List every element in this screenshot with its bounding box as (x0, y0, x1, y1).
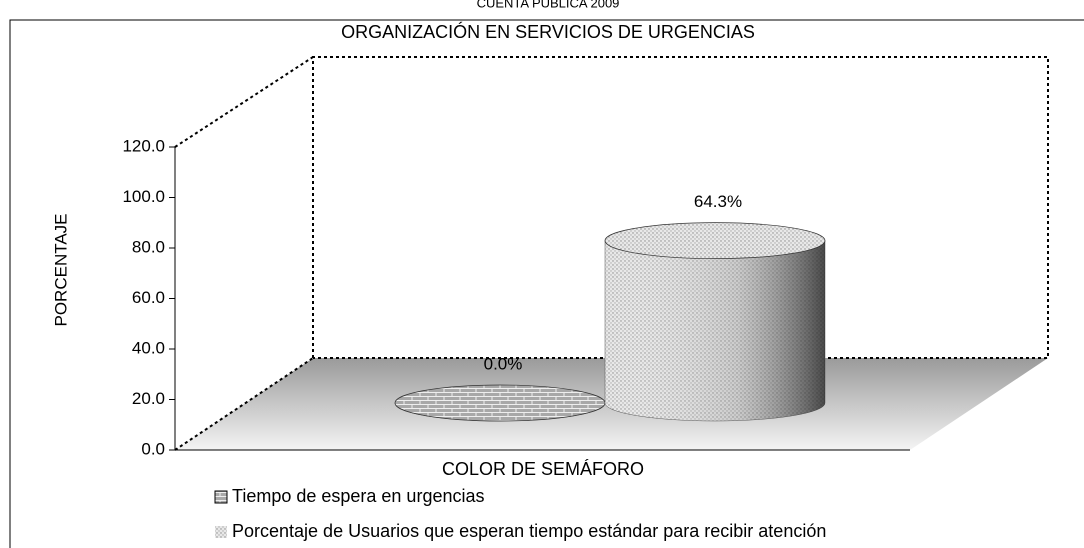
y-tick-label: 0.0 (141, 439, 165, 458)
y-axis-label: PORCENTAJE (51, 213, 70, 326)
value-label: 64.3% (694, 192, 742, 211)
chart-subtitle: CUENTA PÚBLICA 2009 (477, 0, 620, 10)
cylinder-shade (605, 240, 825, 421)
cylinder (394, 384, 606, 422)
legend-swatch (215, 526, 227, 538)
cylinder-top (604, 222, 826, 259)
y-tick-label: 80.0 (132, 237, 165, 256)
y-tick-label: 60.0 (132, 288, 165, 307)
legend-label: Porcentaje de Usuarios que esperan tiemp… (232, 521, 826, 541)
cylinder (604, 222, 826, 422)
chart-frame (9, 19, 1084, 548)
legend-label: Tiempo de espera en urgencias (232, 486, 484, 506)
y-tick-label: 40.0 (132, 338, 165, 357)
y-tick-label: 120.0 (122, 136, 165, 155)
cylinder-top (394, 384, 606, 422)
y-tick-label: 20.0 (132, 389, 165, 408)
back-wall (174, 56, 1049, 451)
x-axis-label: COLOR DE SEMÁFORO (442, 459, 644, 479)
value-label: 0.0% (484, 354, 523, 373)
legend-swatch (214, 490, 228, 504)
chart-title: ORGANIZACIÓN EN SERVICIOS DE URGENCIAS (341, 21, 755, 42)
y-tick-label: 100.0 (122, 187, 165, 206)
